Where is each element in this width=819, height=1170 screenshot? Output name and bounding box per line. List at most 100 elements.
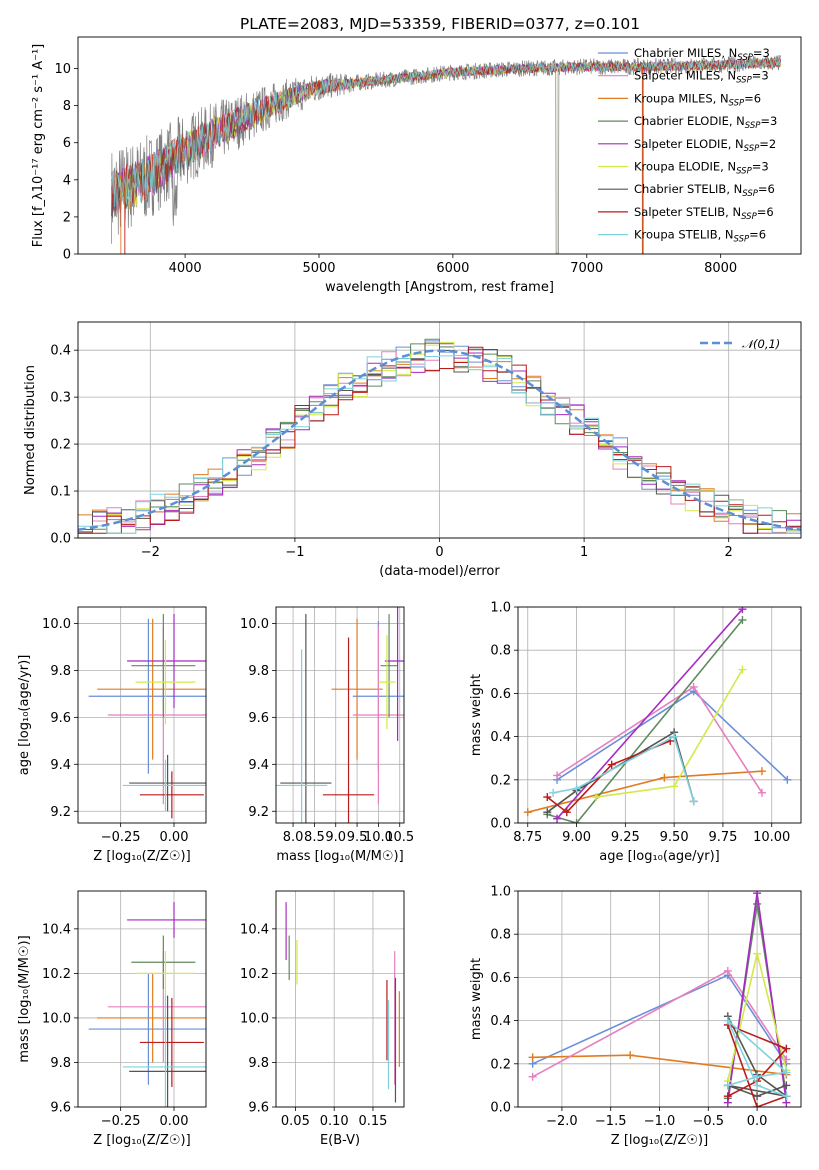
legend-label: Kroupa STELIB, NSSP=6 [634,228,766,245]
legend-label: Salpeter STELIB, NSSP=6 [634,205,774,222]
y-tick-label: 4 [63,173,71,188]
weight-marker [689,797,698,806]
legend-subscript: SSP [737,53,753,63]
y-tick-label: 6 [63,136,71,151]
y-tick-label: 0.4 [490,1014,511,1029]
mass_vs_ebv-plot-area [285,902,400,1103]
weight-marker [553,814,562,823]
y-tick-label: 10 [54,62,71,77]
y-tick-label: 0.8 [490,644,511,659]
y-tick-label: 0.6 [490,687,511,702]
x-tick-label: 9.75 [708,830,737,845]
error-cross [139,997,204,1087]
x-tick-label: 8.0 [283,830,304,845]
y-tick-label: 9.8 [248,664,269,679]
weight-marker [723,1016,732,1025]
weight-marker [689,682,698,691]
error-cross [135,951,196,996]
residuals-plot-area [78,338,801,534]
weight-marker [572,784,581,793]
legend-subscript: SSP [729,98,745,108]
histogram-step [78,346,801,534]
y-tick-label: 0.0 [490,1101,511,1116]
weight-line [552,735,695,802]
age_vs_Z-frame [77,606,207,824]
y-tick-label: 9.4 [248,758,269,773]
mass_vs_ebv-frame [275,890,405,1108]
age_vs_mass-panel: 8.0 8.5 9.0 9.510.010.59.29.49.69.810.0mass… [240,606,414,864]
x-tick-label: 7000 [570,261,603,276]
weight-marker [738,607,747,614]
y-tick-label: 0.2 [490,1057,511,1072]
y-tick-label: 9.6 [248,1101,269,1116]
x-axis-label: wavelength [Angstrom, rest frame] [325,280,554,295]
y-tick-label: 9.6 [248,711,269,726]
weight-marker [543,793,552,802]
y-tick-label: 0.4 [490,730,511,745]
x-tick-label: 9.5 [347,830,368,845]
normal-reference-curve [78,349,801,532]
model-spectrum-line [111,58,781,213]
weight-marker [572,819,581,823]
weight-marker [738,665,747,674]
age_vs_mass-frame [275,606,405,824]
weight-marker [607,760,616,769]
error-cross [131,935,196,989]
x-tick-label: −2 [141,545,160,560]
y-axis-label: mass [log₁₀(M/M☉)] [17,935,32,1062]
age_vs_mass-plot-area [276,607,404,823]
y-tick-label: 10.0 [240,617,269,632]
legend-label: Chabrier ELODIE, NSSP=3 [634,114,777,131]
weight-marker [670,782,679,791]
spectrum-panel: 4000 5000 6000 7000 8000 0 2 4 6 8 10 wavelength [A… [31,36,802,295]
y-tick-label: 0.2 [490,773,511,788]
x-tick-label: −0.25 [101,830,141,845]
error-cross [97,973,206,1063]
mass_vs_ebv-grid [276,891,404,1108]
legend-value: =2 [759,137,776,151]
y-tick-label: 10.2 [42,967,71,982]
error-cross [131,614,196,718]
error-cross [276,649,328,823]
x-tick-label: 0.10 [320,1114,349,1129]
error-cross [127,614,206,708]
error-cross [384,607,404,741]
legend-label: Salpeter ELODIE, NSSP=2 [634,137,776,154]
error-cross [129,995,206,1107]
y-tick-label: 9.8 [50,1056,71,1071]
error-cross [97,618,206,760]
legend-label: Kroupa ELODIE, NSSP=3 [634,160,769,177]
y-tick-label: 9.6 [50,1101,71,1116]
legend-subscript: SSP [745,121,761,131]
error-cross [352,625,404,805]
y-tick-label: 9.8 [248,1056,269,1071]
x-tick-label: 0.05 [281,1114,310,1129]
error-cross [280,614,332,823]
weight-marker [753,1092,762,1101]
y-tick-label: 0.6 [490,971,511,986]
reference-legend-label: 𝒩(0,1) [742,337,780,351]
weight-line [727,1015,787,1098]
y-tick-label: 0.3 [50,391,71,406]
histogram-step [78,343,801,534]
error-cross [122,759,206,812]
weight_vs_Z-plot-area [528,891,791,1107]
x-tick-label: 8.75 [513,830,542,845]
weight-marker [753,1081,762,1090]
weight-marker [753,891,762,898]
x-tick-label: −1 [285,545,304,560]
x-tick-label: 1 [580,545,588,560]
y-axis-label: Flux [f_λ10⁻¹⁷ erg cm⁻² s⁻¹ A⁻¹] [31,44,46,248]
error-cross [88,973,206,1085]
x-tick-label: 8.5 [304,830,325,845]
error-cross [322,637,375,823]
x-tick-label: −1.5 [595,1114,627,1129]
y-tick-label: 0.0 [50,532,71,547]
weight-marker [723,966,732,975]
observed-spectrum [111,54,781,254]
x-tick-label: 9.50 [660,830,689,845]
age_vs_Z-plot-area [88,614,206,819]
weight_vs_age-plot-area [523,607,792,823]
y-tick-label: 9.2 [50,805,71,820]
error-cross [88,618,206,774]
